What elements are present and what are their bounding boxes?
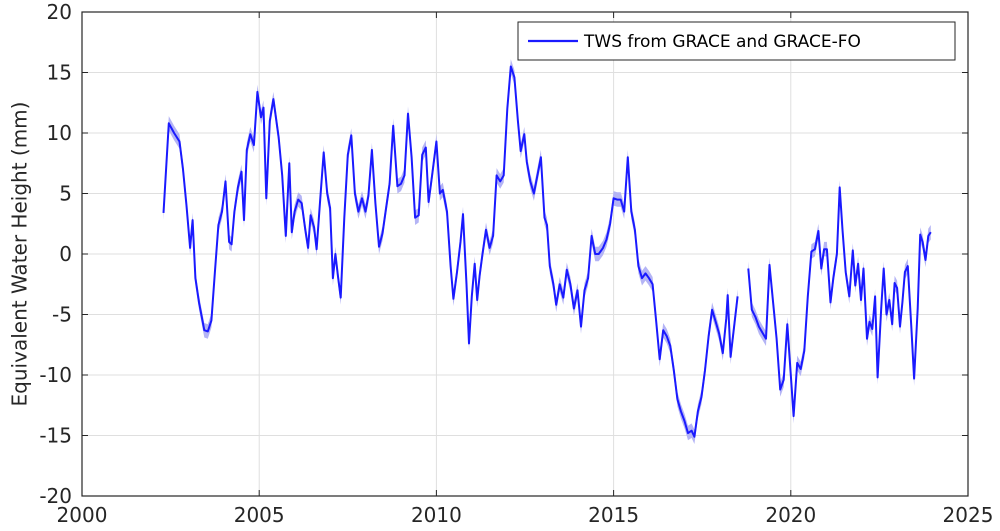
x-tick-labels: 2000 2005 2010 2015 2020 2025 bbox=[57, 503, 994, 527]
legend-box bbox=[517, 21, 956, 61]
x-tick-label: 2000 bbox=[57, 503, 108, 527]
legend: TWS from GRACE and GRACE-FO bbox=[517, 21, 956, 61]
y-tick-labels: -20 -15 -10 -5 0 5 10 15 20 bbox=[39, 0, 72, 508]
x-tick-label: 2015 bbox=[588, 503, 639, 527]
y-tick-label: -15 bbox=[39, 424, 72, 448]
series-lines bbox=[162, 65, 932, 438]
y-tick-label: 20 bbox=[47, 0, 72, 24]
x-tick-label: 2005 bbox=[234, 503, 285, 527]
y-tick-label: -10 bbox=[39, 363, 72, 387]
series-line-segment bbox=[162, 65, 739, 438]
axis-ticks bbox=[81, 11, 969, 497]
legend-label: TWS from GRACE and GRACE-FO bbox=[583, 32, 861, 52]
y-tick-label: -20 bbox=[39, 484, 72, 508]
y-axis-label: Equivalent Water Height (mm) bbox=[8, 102, 32, 407]
y-tick-label: -5 bbox=[52, 303, 72, 327]
x-tick-label: 2025 bbox=[943, 503, 994, 527]
y-tick-label: 0 bbox=[59, 242, 72, 266]
x-tick-label: 2010 bbox=[411, 503, 462, 527]
y-tick-label: 10 bbox=[47, 121, 72, 145]
y-tick-label: 5 bbox=[59, 182, 72, 206]
series-line-segment bbox=[747, 186, 932, 418]
grid-lines bbox=[82, 12, 968, 496]
y-tick-label: 15 bbox=[47, 61, 72, 85]
x-tick-label: 2020 bbox=[765, 503, 816, 527]
